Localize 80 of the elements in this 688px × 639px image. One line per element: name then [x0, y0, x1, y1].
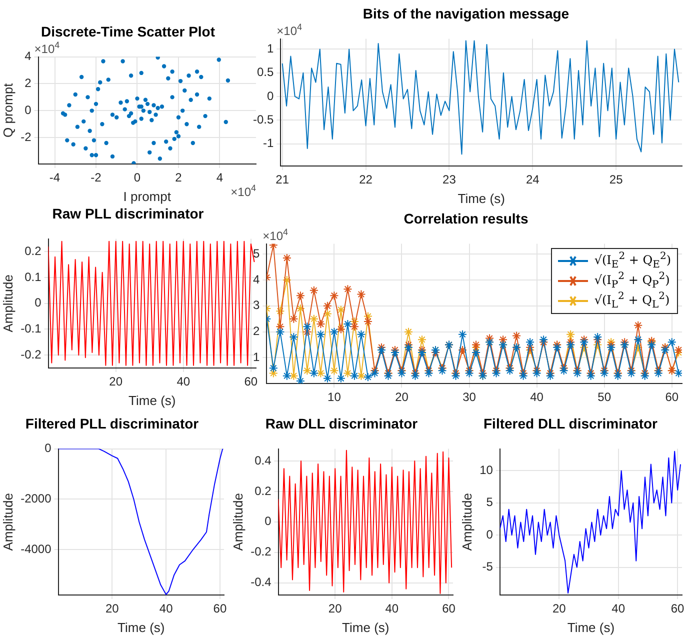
y-tick-label: 0: [486, 527, 494, 542]
y-axis-title: Amplitude: [0, 274, 16, 332]
y-tick-label: -5: [482, 560, 494, 574]
x-tick-label: 0: [134, 170, 141, 185]
x-axis-title: Time (s): [342, 620, 390, 635]
x-tick-label: 24: [526, 172, 540, 187]
y-tick-label: -0.2: [250, 544, 272, 559]
x-tick-label: 40: [612, 602, 626, 616]
y-tick-label: 0: [264, 514, 272, 528]
y-tick-label: 0.1: [24, 270, 42, 284]
chart-title: Filtered DLL discriminator: [484, 415, 658, 432]
legend-label: √(I$_{L}$$^{2}$ + Q$_{L}$$^{2}$): [594, 291, 670, 310]
chart-title: Correlation results: [404, 210, 528, 226]
x-axis-title: Time (s): [118, 620, 165, 635]
y-tick-label: 2: [24, 76, 32, 90]
y-tick-label: -2: [20, 130, 32, 144]
y-tick-label: 4: [24, 49, 32, 64]
y-tick-label: 1: [266, 42, 274, 56]
x-tick-label: 21: [276, 172, 290, 187]
x-tick-label: 22: [359, 172, 373, 187]
legend-label: √(I$_{E}$$^{2}$ + Q$_{E}$$^{2}$): [594, 251, 671, 270]
x-tick-label: 40: [159, 602, 174, 616]
y-axis-title: Amplitude: [0, 492, 16, 551]
chart-title: Raw PLL discriminator: [52, 205, 204, 222]
y-tick-label: 0.5: [256, 65, 274, 80]
y-tick-label: 5: [486, 495, 494, 510]
x-tick-label: 10: [328, 390, 342, 404]
y-tick-label: 1: [252, 350, 260, 364]
chart-title: Discrete-Time Scatter Plot: [40, 23, 216, 40]
legend-label: √(I$_{P}$$^{2}$ + Q$_{P}$$^{2}$): [594, 271, 670, 290]
x-tick-label: 20: [109, 374, 123, 389]
x-tick-label: 40: [176, 374, 190, 389]
y-tick-label: 3: [252, 298, 260, 312]
x-tick-label: 30: [462, 390, 476, 404]
x-axis-title: Time (s): [458, 190, 505, 206]
x-tick-label: 20: [395, 390, 409, 404]
y-tick-label: -0.5: [252, 112, 274, 126]
y-tick-label: -0.4: [250, 575, 272, 590]
x-tick-label: 40: [530, 390, 544, 404]
x-tick-label: 60: [244, 374, 258, 389]
y-tick-label: 5: [252, 246, 260, 260]
x-tick-label: 50: [598, 390, 612, 404]
y-tick-label: -2000: [20, 492, 52, 506]
y-tick-label: 0: [34, 296, 42, 310]
x-tick-label: 60: [665, 390, 679, 404]
y-tick-label: 0: [24, 102, 32, 117]
x-tick-label: 20: [328, 602, 342, 616]
y-axis-title: Q prompt: [0, 82, 16, 138]
x-axis-title: I prompt: [123, 188, 172, 204]
x-tick-label: 20: [552, 602, 566, 616]
y-tick-label: -0.1: [20, 322, 42, 336]
x-tick-label: 20: [106, 602, 120, 616]
x-tick-label: 40: [385, 602, 399, 616]
x-tick-label: -2: [90, 170, 102, 185]
y-tick-label: -0.2: [20, 347, 42, 362]
y-tick-label: -1: [263, 136, 274, 150]
y-tick-label: 0: [266, 88, 274, 103]
x-axis-title: Time (s): [128, 392, 176, 408]
x-tick-label: 2: [175, 170, 182, 185]
x-tick-label: 25: [609, 172, 624, 187]
y-tick-label: 2: [252, 324, 260, 338]
x-axis-title: Time (s): [567, 620, 615, 635]
y-axis-title: Amplitude: [230, 492, 246, 551]
chart-title: Filtered PLL discriminator: [25, 415, 200, 432]
y-tick-label: 0.2: [254, 484, 272, 498]
x-tick-label: 60: [670, 602, 685, 616]
y-tick-label: -4000: [20, 542, 52, 556]
y-tick-label: 0: [44, 441, 52, 456]
x-tick-label: 60: [442, 602, 456, 616]
x-tick-label: -4: [49, 170, 60, 185]
chart-title: Bits of the navigation message: [362, 5, 570, 22]
y-tick-label: 0.2: [24, 244, 42, 258]
y-tick-label: 0.4: [254, 453, 272, 468]
x-tick-label: 4: [216, 170, 224, 185]
y-tick-label: 4: [252, 272, 260, 286]
y-tick-label: 10: [480, 463, 494, 478]
x-tick-label: 60: [213, 602, 227, 616]
x-tick-label: 23: [442, 172, 456, 187]
y-axis-title: Amplitude: [459, 492, 474, 551]
chart-title: Raw DLL discriminator: [265, 415, 418, 432]
